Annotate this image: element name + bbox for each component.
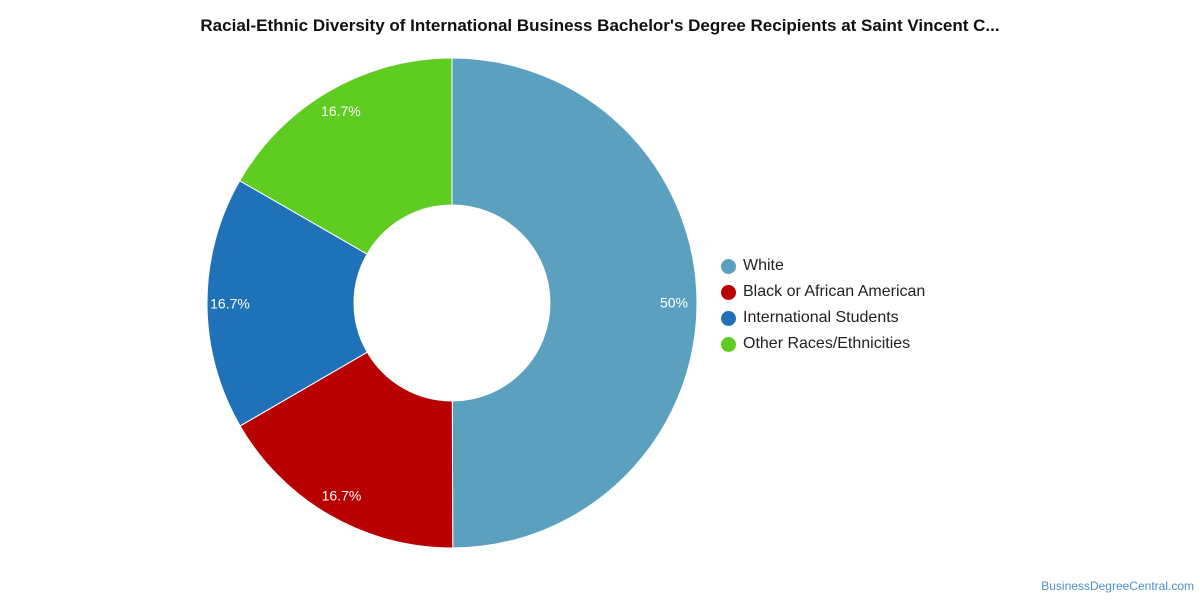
data-label: 16.7% bbox=[210, 295, 250, 311]
legend-item[interactable]: White bbox=[721, 253, 925, 279]
legend-item[interactable]: Black or African American bbox=[721, 279, 925, 305]
data-label: 16.7% bbox=[322, 488, 362, 504]
legend-label: International Students bbox=[743, 309, 899, 326]
legend-swatch bbox=[721, 336, 736, 352]
legend-item[interactable]: International Students bbox=[721, 305, 925, 331]
legend-label: Other Races/Ethnicities bbox=[743, 335, 911, 352]
legend-swatch bbox=[721, 258, 736, 274]
data-label: 50% bbox=[660, 295, 688, 311]
source-credit-link[interactable]: BusinessDegreeCentral.com bbox=[1041, 579, 1194, 593]
legend-label: Black or African American bbox=[743, 283, 926, 300]
legend-item[interactable]: Other Races/Ethnicities bbox=[721, 331, 925, 357]
legend-label: White bbox=[743, 257, 784, 274]
slice-white[interactable] bbox=[451, 57, 698, 549]
chart-title: Racial-Ethnic Diversity of International… bbox=[200, 16, 1000, 35]
legend-swatch bbox=[721, 310, 736, 326]
legend-swatch bbox=[721, 284, 736, 300]
slice-other-races-ethnicities[interactable] bbox=[239, 57, 453, 255]
data-label: 16.7% bbox=[321, 103, 361, 119]
chart-legend: White Black or African American Internatio… bbox=[721, 253, 925, 357]
slice-black-or-african-american[interactable] bbox=[239, 351, 454, 549]
slice-international-students[interactable] bbox=[206, 180, 368, 427]
